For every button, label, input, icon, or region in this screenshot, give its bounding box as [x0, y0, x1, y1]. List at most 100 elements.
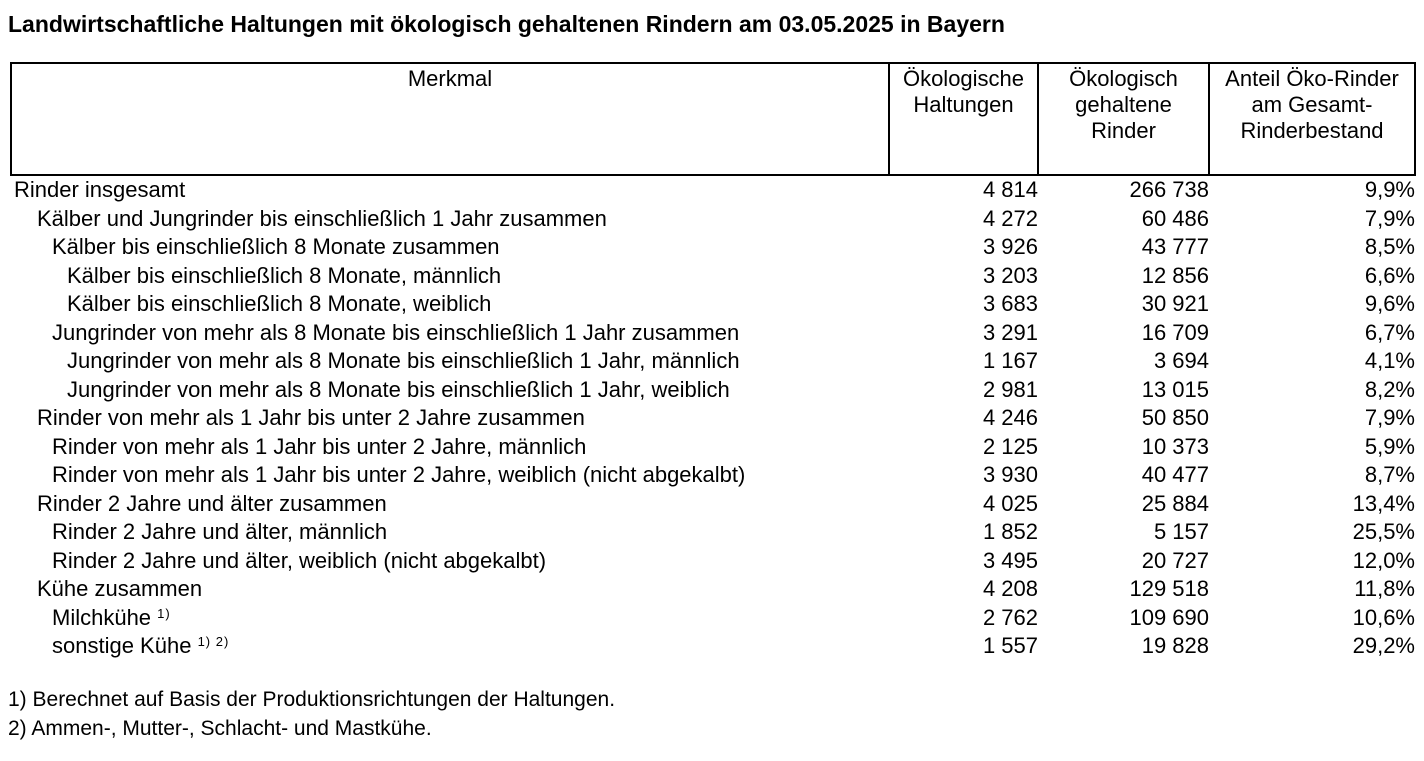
cattle-statistics-table: Merkmal Ökologische Haltungen Ökologisch…: [10, 62, 1416, 661]
row-label: Rinder 2 Jahre und älter zusammen: [37, 490, 387, 516]
row-label-cell: Jungrinder von mehr als 8 Monate bis ein…: [11, 319, 889, 348]
footnote-marker: 1) 2): [197, 634, 230, 649]
row-label-cell: Rinder von mehr als 1 Jahr bis unter 2 J…: [11, 404, 889, 433]
share-percent-cell: 9,6%: [1364, 291, 1415, 316]
table-row: Rinder insgesamt 4 814 266 738 9,9%: [11, 175, 1415, 205]
cattle-count-cell: 20 727: [1141, 547, 1209, 573]
row-label-cell: sonstige Kühe 1) 2): [11, 632, 889, 661]
row-label: Jungrinder von mehr als 8 Monate bis ein…: [52, 319, 740, 345]
holdings-value-cell: 3 683: [982, 291, 1038, 316]
column-header-label: Merkmal: [407, 66, 493, 91]
table-row: Kälber bis einschließlich 8 Monate, weib…: [11, 290, 1415, 319]
row-label-cell: Jungrinder von mehr als 8 Monate bis ein…: [11, 347, 889, 376]
holdings-value-cell: 3 926: [982, 234, 1038, 259]
row-label-cell: Rinder 2 Jahre und älter, weiblich (nich…: [11, 547, 889, 576]
table-row: Rinder von mehr als 1 Jahr bis unter 2 J…: [11, 461, 1415, 490]
cattle-count-cell: 30 921: [1141, 291, 1209, 316]
row-label-cell: Rinder von mehr als 1 Jahr bis unter 2 J…: [11, 461, 889, 490]
table-row: Jungrinder von mehr als 8 Monate bis ein…: [11, 347, 1415, 376]
row-label: Kälber bis einschließlich 8 Monate, weib…: [67, 291, 492, 316]
table-row: Milchkühe 1) 2 762 109 690 10,6%: [11, 604, 1415, 633]
table-row: Kälber bis einschließlich 8 Monate zusam…: [11, 233, 1415, 262]
holdings-value-cell: 1 167: [982, 348, 1038, 373]
row-label: sonstige Kühe: [52, 633, 192, 658]
holdings-value-cell: 4 246: [982, 405, 1038, 430]
holdings-value-cell: 1 852: [982, 519, 1038, 544]
row-label: Milchkühe: [52, 604, 152, 630]
table-row: Kälber und Jungrinder bis einschließlich…: [11, 205, 1415, 234]
table-row: Jungrinder von mehr als 8 Monate bis ein…: [11, 376, 1415, 405]
holdings-value-cell: 3 291: [982, 319, 1038, 345]
table-header: Merkmal Ökologische Haltungen Ökologisch…: [10, 62, 1416, 176]
share-percent-cell: 4,1%: [1364, 348, 1415, 373]
share-percent-cell: 7,9%: [1364, 205, 1415, 231]
share-percent-cell: 29,2%: [1352, 633, 1415, 658]
row-label: Kühe zusammen: [37, 576, 203, 601]
holdings-value-cell: 2 762: [982, 604, 1038, 630]
table-row: Rinder 2 Jahre und älter, weiblich (nich…: [11, 547, 1415, 576]
share-percent-cell: 8,7%: [1364, 462, 1415, 487]
row-label: Kälber bis einschließlich 8 Monate, männ…: [67, 262, 502, 288]
cattle-count-cell: 109 690: [1129, 604, 1209, 630]
cattle-count-cell: 25 884: [1141, 490, 1209, 516]
table-row: Rinder 2 Jahre und älter, männlich 1 852 5…: [11, 518, 1415, 547]
row-label: Kälber und Jungrinder bis einschließlich…: [37, 205, 607, 231]
page-title: Landwirtschaftliche Haltungen mit ökolog…: [8, 11, 1005, 37]
footnotes: 1) Berechnet auf Basis der Produktionsri…: [8, 685, 1424, 743]
cattle-count-cell: 12 856: [1141, 262, 1209, 288]
share-percent-cell: 9,9%: [1364, 177, 1415, 202]
cattle-count-cell: 5 157: [1153, 519, 1209, 544]
holdings-value-cell: 3 930: [982, 462, 1038, 487]
column-header-oekologisch-gehaltene-rinder: Ökologisch gehaltene Rinder: [1037, 62, 1210, 176]
row-label: Jungrinder von mehr als 8 Monate bis ein…: [67, 348, 740, 373]
holdings-value-cell: 2 125: [982, 433, 1038, 459]
cattle-count-cell: 266 738: [1129, 177, 1209, 202]
holdings-value-cell: 3 495: [982, 547, 1038, 573]
row-label-cell: Kühe zusammen: [11, 575, 889, 604]
holdings-value-cell: 4 272: [982, 205, 1038, 231]
row-label-cell: Rinder 2 Jahre und älter, männlich: [11, 518, 889, 547]
table-row: Rinder von mehr als 1 Jahr bis unter 2 J…: [11, 404, 1415, 433]
row-label: Kälber bis einschließlich 8 Monate zusam…: [52, 234, 500, 259]
share-percent-cell: 11,8%: [1354, 576, 1415, 601]
share-percent-cell: 6,7%: [1364, 319, 1415, 345]
table-row: Rinder 2 Jahre und älter zusammen 4 025 25…: [11, 490, 1415, 519]
cattle-count-cell: 3 694: [1153, 348, 1209, 373]
footnote-1: 1) Berechnet auf Basis der Produktionsri…: [8, 687, 616, 711]
row-label-cell: Rinder von mehr als 1 Jahr bis unter 2 J…: [11, 433, 889, 462]
share-percent-cell: 6,6%: [1364, 262, 1415, 288]
cattle-count-cell: 19 828: [1141, 633, 1209, 658]
row-label: Rinder insgesamt: [14, 177, 186, 202]
row-label: Rinder 2 Jahre und älter, weiblich (nich…: [52, 547, 547, 573]
share-percent-cell: 7,9%: [1364, 405, 1415, 430]
column-header-oekologische-haltungen: Ökologische Haltungen: [888, 62, 1039, 176]
row-label-cell: Rinder insgesamt: [11, 175, 889, 205]
row-label: Jungrinder von mehr als 8 Monate bis ein…: [67, 376, 730, 402]
row-label-cell: Kälber bis einschließlich 8 Monate, weib…: [11, 290, 889, 319]
footnote-2: 2) Ammen-, Mutter-, Schlacht- und Mastkü…: [8, 716, 432, 740]
holdings-value-cell: 4 814: [982, 177, 1038, 202]
table-row: sonstige Kühe 1) 2) 1 557 19 828 29,2%: [11, 632, 1415, 661]
row-label-cell: Jungrinder von mehr als 8 Monate bis ein…: [11, 376, 889, 405]
table-row: Kälber bis einschließlich 8 Monate, männ…: [11, 262, 1415, 291]
table-header-row: Merkmal Ökologische Haltungen Ökologisch…: [10, 62, 1416, 176]
table-row: Jungrinder von mehr als 8 Monate bis ein…: [11, 319, 1415, 348]
row-label-cell: Kälber bis einschließlich 8 Monate zusam…: [11, 233, 889, 262]
holdings-value-cell: 3 203: [982, 262, 1038, 288]
column-header-label: Ökologische Haltungen: [902, 66, 1025, 117]
row-label-cell: Rinder 2 Jahre und älter zusammen: [11, 490, 889, 519]
row-label: Rinder von mehr als 1 Jahr bis unter 2 J…: [52, 462, 746, 487]
cattle-count-cell: 43 777: [1141, 234, 1209, 259]
row-label-cell: Kälber und Jungrinder bis einschließlich…: [11, 205, 889, 234]
holdings-value-cell: 2 981: [982, 376, 1038, 402]
row-label: Rinder von mehr als 1 Jahr bis unter 2 J…: [52, 433, 587, 459]
holdings-value-cell: 4 208: [982, 576, 1038, 601]
footnote-marker: 1): [157, 605, 171, 621]
share-percent-cell: 25,5%: [1352, 519, 1415, 544]
row-label: Rinder 2 Jahre und älter, männlich: [52, 519, 388, 544]
column-header-label: Anteil Öko-Rinder am Gesamt- Rinderbesta…: [1225, 66, 1399, 143]
cattle-count-cell: 10 373: [1141, 433, 1209, 459]
share-percent-cell: 13,4%: [1352, 490, 1415, 516]
holdings-value-cell: 1 557: [982, 633, 1038, 658]
